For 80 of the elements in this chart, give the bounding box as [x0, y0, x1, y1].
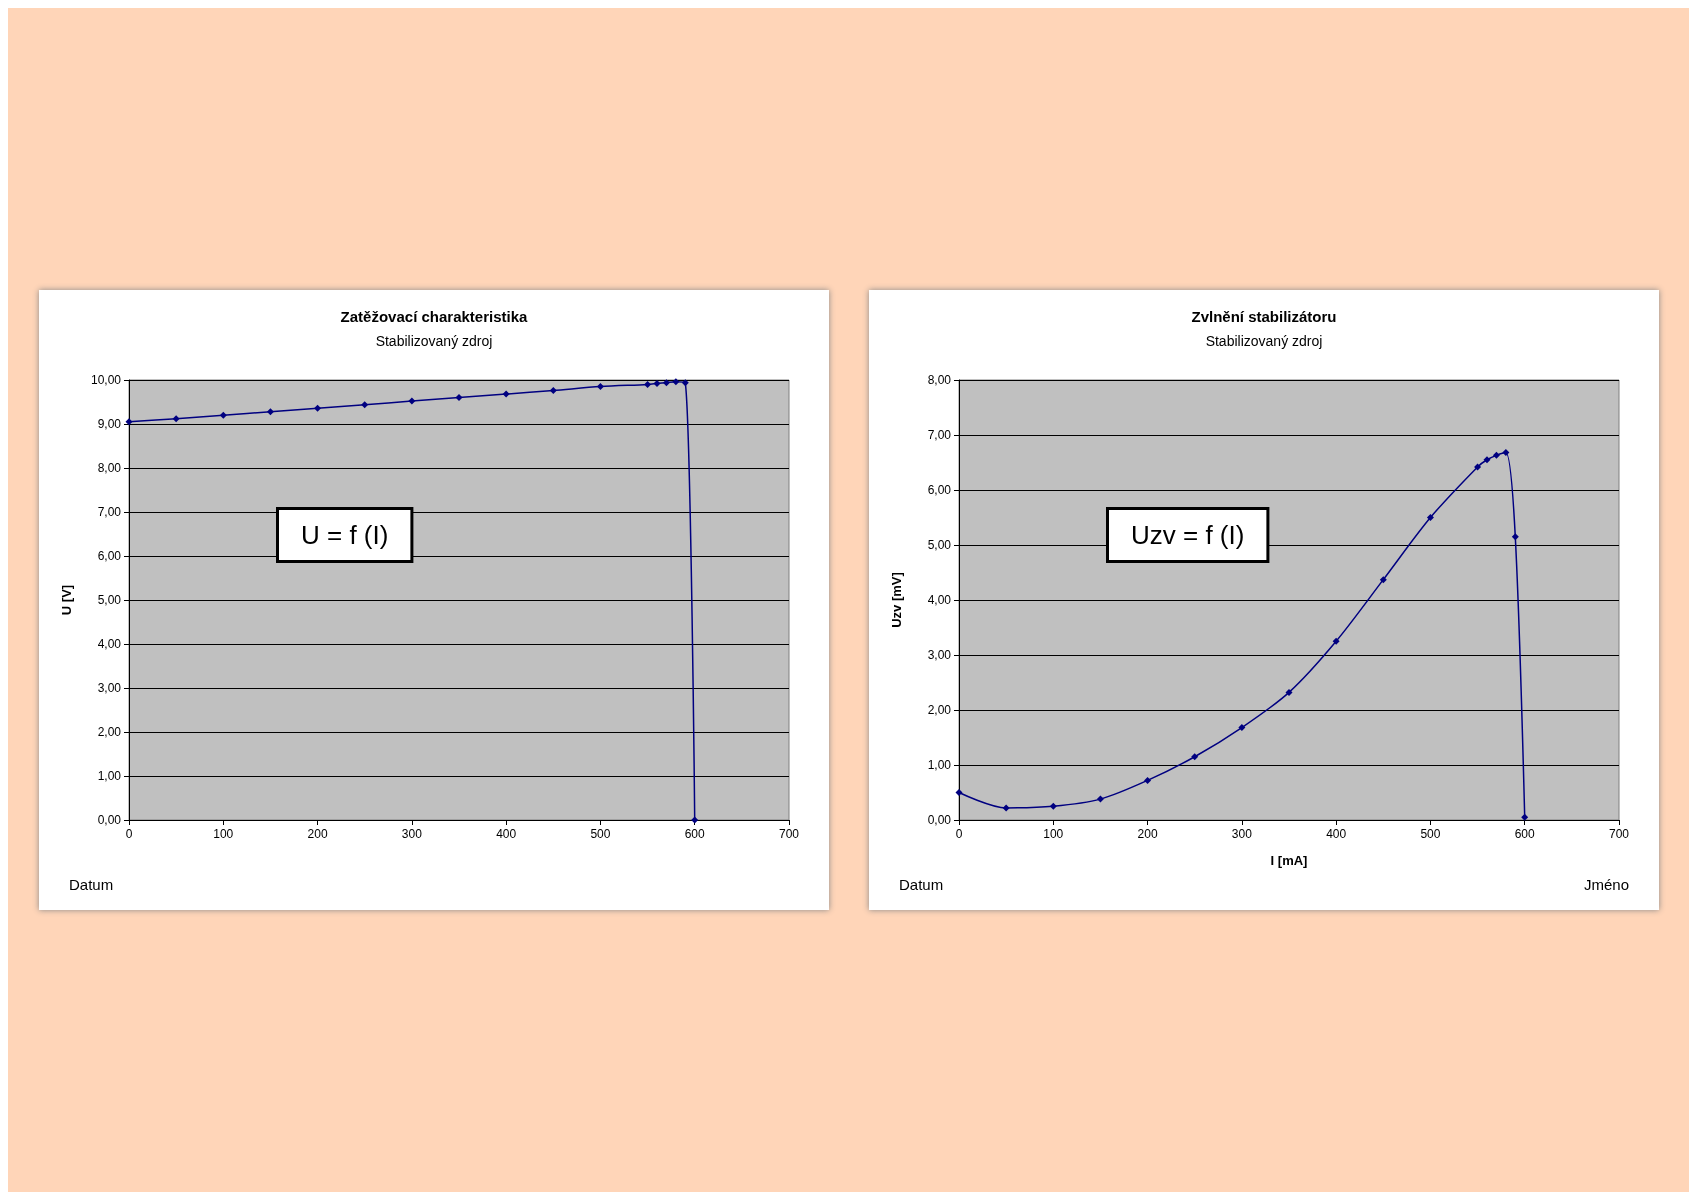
x-axis-title: I [mA] — [1270, 853, 1307, 868]
point — [1483, 456, 1490, 464]
x-tick-label: 500 — [589, 827, 611, 841]
point — [1473, 463, 1481, 471]
point — [1237, 724, 1245, 732]
point — [502, 390, 510, 398]
point — [653, 380, 660, 388]
x-tick-label: 400 — [1325, 827, 1346, 841]
x-tick-label: 300 — [1231, 827, 1252, 841]
point — [1520, 813, 1528, 821]
y-tick-label: 8,00 — [97, 461, 121, 475]
point — [1426, 514, 1434, 521]
point — [455, 394, 462, 402]
x-tick-label: 700 — [778, 827, 799, 841]
point — [219, 411, 227, 419]
point — [1143, 776, 1151, 784]
point — [1492, 451, 1500, 459]
x-tick-label: 200 — [1137, 827, 1158, 841]
y-tick-label: 6,00 — [927, 483, 951, 497]
y-axis-title: U [V] — [58, 584, 74, 616]
point — [1002, 804, 1010, 812]
point — [1501, 449, 1509, 457]
point — [1190, 753, 1198, 761]
point — [313, 404, 321, 412]
text: Jméno — [1583, 876, 1629, 893]
chart-title: Zatěžovací charakteristika — [340, 308, 528, 325]
y-tick-label: 5,00 — [927, 538, 951, 552]
y-tick-label: 3,00 — [97, 681, 121, 695]
x-tick-label: 0 — [125, 827, 133, 841]
y-tick-label: 0,00 — [97, 813, 121, 827]
point — [1332, 637, 1340, 645]
y-tick-label: 8,00 — [927, 373, 951, 387]
text: Datum — [898, 876, 943, 893]
y-tick-label: 7,00 — [97, 505, 121, 519]
y-tick-label: 6,00 — [97, 549, 121, 563]
y-tick-label: 1,00 — [97, 769, 121, 783]
y-tick-label: 9,00 — [97, 417, 121, 431]
point — [662, 379, 670, 387]
y-tick-label: 0,00 — [927, 813, 951, 827]
x-tick-label: 600 — [684, 827, 705, 841]
point — [1379, 576, 1387, 584]
point — [360, 401, 368, 409]
y-tick-label: 4,00 — [927, 593, 951, 607]
text: Datum — [68, 876, 113, 893]
x-tick-label: 400 — [495, 827, 516, 841]
point — [596, 383, 604, 391]
point — [643, 380, 651, 388]
point — [407, 397, 415, 405]
point — [1096, 795, 1104, 803]
x-tick-label: 100 — [1042, 827, 1064, 841]
chart-subtitle: Stabilizovaný zdroj — [375, 333, 492, 349]
y-tick-label: 10,00 — [90, 373, 121, 387]
chart-title: Zvlnění stabilizátoru — [1190, 308, 1337, 325]
y-tick-label: 5,00 — [97, 593, 121, 607]
x-tick-label: 600 — [1514, 827, 1535, 841]
point — [266, 408, 274, 416]
point — [1285, 688, 1292, 696]
x-tick-label: 700 — [1608, 827, 1629, 841]
point — [549, 387, 557, 395]
point — [172, 415, 180, 423]
point — [955, 789, 962, 796]
point — [1511, 533, 1519, 541]
x-tick-label: 500 — [1419, 827, 1441, 841]
y-tick-label: 3,00 — [927, 648, 951, 662]
y-tick-label: 1,00 — [927, 758, 951, 772]
y-axis-title: Uzv [mV] — [888, 572, 904, 628]
point — [671, 378, 679, 386]
y-tick-label: 2,00 — [97, 725, 121, 739]
y-tick-label: 4,00 — [97, 637, 121, 651]
x-tick-label: 100 — [212, 827, 234, 841]
y-tick-label: 7,00 — [927, 428, 951, 442]
x-tick-label: 0 — [955, 827, 963, 841]
chart-subtitle: Stabilizovaný zdroj — [1205, 333, 1322, 349]
x-tick-label: 200 — [307, 827, 328, 841]
point — [1049, 802, 1057, 810]
x-tick-label: 300 — [401, 827, 422, 841]
annotation: U = f (I) — [300, 520, 388, 550]
point — [681, 379, 689, 387]
annotation: Uzv = f (I) — [1130, 520, 1244, 550]
y-tick-label: 2,00 — [927, 703, 951, 717]
